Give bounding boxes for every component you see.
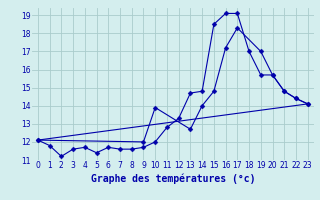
X-axis label: Graphe des températures (°c): Graphe des températures (°c) bbox=[91, 173, 255, 184]
